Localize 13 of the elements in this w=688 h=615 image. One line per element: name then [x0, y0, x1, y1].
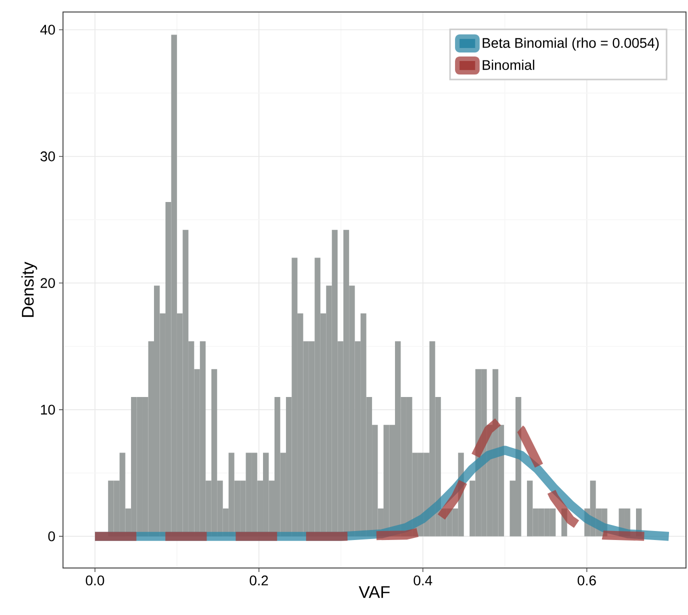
- y-axis-title: Density: [21, 262, 38, 317]
- x-axis-title: VAF: [358, 586, 390, 598]
- y-tick-label: 10: [41, 404, 55, 415]
- legend-label: Beta Binomial (rho = 0.0054): [482, 38, 659, 51]
- y-tick-label: 20: [40, 278, 55, 288]
- x-tick-label: 0.2: [250, 576, 268, 586]
- y-tick-label: 30: [40, 151, 55, 162]
- x-tick-label: 0.6: [578, 576, 596, 586]
- y-tick-label: 40: [40, 24, 55, 35]
- x-tick-label: 0.0: [86, 576, 104, 586]
- x-tick-label: 0.4: [414, 576, 432, 586]
- y-tick-label: 0: [48, 531, 55, 542]
- legend-label: Binomial: [482, 60, 534, 70]
